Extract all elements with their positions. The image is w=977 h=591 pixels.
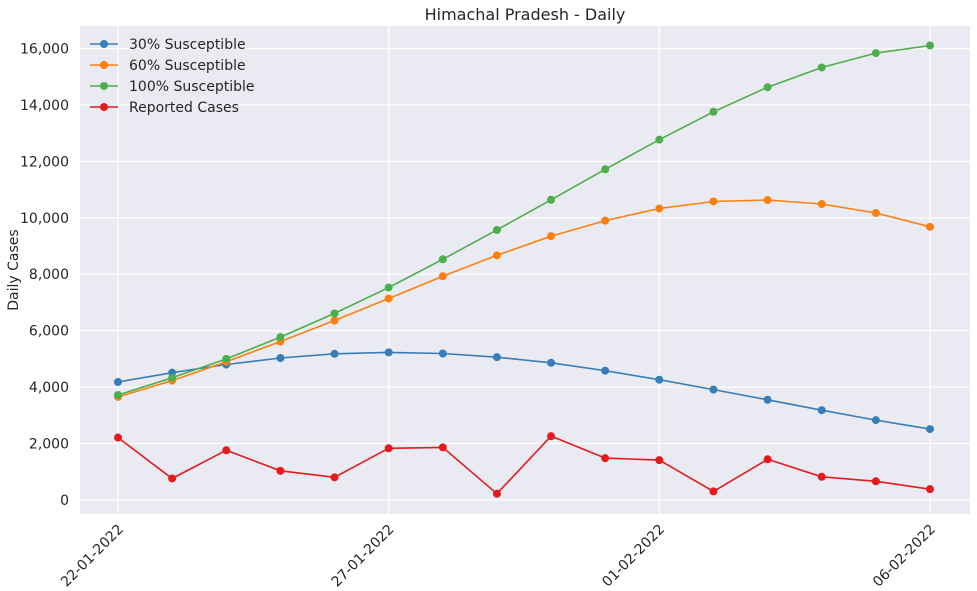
data-point <box>547 358 556 367</box>
data-point <box>926 41 934 50</box>
y-tick-label: 14,000 <box>20 98 69 114</box>
data-point <box>547 432 556 441</box>
legend-marker <box>100 82 108 90</box>
legend-label: Reported Cases <box>129 100 239 116</box>
data-point <box>276 354 285 363</box>
series-0 <box>114 348 934 434</box>
data-point <box>276 466 285 475</box>
series-line <box>117 435 931 495</box>
data-point <box>871 209 880 218</box>
data-point <box>926 485 934 494</box>
x-tick-label: 27-01-2022 <box>329 522 398 591</box>
y-axis-label: Daily Cases <box>6 229 22 310</box>
data-point <box>817 63 826 72</box>
data-point <box>438 443 447 452</box>
x-axis-ticks: 22-01-2022 27-01-2022 01-02-2022 06-02-2022 <box>58 522 939 591</box>
x-tick-label: 22-01-2022 <box>58 522 127 591</box>
data-point <box>330 349 339 358</box>
y-tick-label: 6,000 <box>29 324 69 340</box>
data-point <box>492 251 501 260</box>
data-point <box>438 255 447 264</box>
y-tick-label: 8,000 <box>29 267 69 283</box>
data-point <box>817 472 826 481</box>
data-point <box>276 333 285 342</box>
legend-label: 60% Susceptible <box>129 58 246 74</box>
data-point <box>168 474 177 483</box>
data-point <box>384 294 393 303</box>
legend-marker <box>100 61 108 69</box>
data-point <box>330 316 339 325</box>
data-point <box>114 433 122 442</box>
data-point <box>492 353 501 362</box>
data-point <box>926 222 934 231</box>
data-point <box>655 135 664 144</box>
series-line <box>117 351 931 430</box>
y-tick-label: 4,000 <box>29 380 69 396</box>
data-point <box>114 390 122 399</box>
legend-label: 30% Susceptible <box>129 37 246 53</box>
y-tick-label: 10,000 <box>20 211 69 227</box>
data-point <box>709 197 718 206</box>
data-point <box>330 309 339 318</box>
y-tick-label: 2,000 <box>29 436 69 452</box>
data-point <box>492 489 501 498</box>
data-point <box>384 283 393 292</box>
data-point <box>438 349 447 358</box>
data-point <box>709 385 718 394</box>
y-tick-label: 0 <box>60 493 69 509</box>
data-point <box>222 446 231 455</box>
data-point <box>601 165 610 174</box>
series-line <box>117 44 931 396</box>
y-axis-ticks: 0 2,000 4,000 6,000 8,000 10,000 12,000 14,000 1… <box>20 42 69 509</box>
data-point <box>547 232 556 241</box>
data-point <box>547 195 556 204</box>
data-point <box>330 473 339 482</box>
data-point <box>438 272 447 281</box>
data-point <box>763 395 772 404</box>
data-point <box>168 373 177 382</box>
data-point <box>655 204 664 213</box>
data-point <box>709 487 718 496</box>
series-line <box>117 199 931 398</box>
data-point <box>384 444 393 453</box>
series-2 <box>114 41 934 399</box>
plot-background <box>80 26 970 514</box>
x-tick-label: 06-02-2022 <box>870 522 939 591</box>
data-point <box>871 477 880 486</box>
data-point <box>222 354 231 363</box>
series-3 <box>114 432 934 498</box>
chart-title: Himachal Pradesh - Daily <box>425 5 626 24</box>
data-point <box>601 454 610 463</box>
data-point <box>492 225 501 234</box>
data-point <box>763 455 772 464</box>
data-point <box>709 107 718 116</box>
grid-lines <box>80 26 970 514</box>
data-point <box>871 49 880 58</box>
y-tick-label: 12,000 <box>20 154 69 170</box>
legend-marker <box>100 103 108 111</box>
legend-marker <box>100 40 108 48</box>
series-group <box>114 41 934 498</box>
legend: 30% Susceptible 60% Susceptible 100% Susce… <box>90 37 255 116</box>
data-point <box>871 416 880 425</box>
legend-label: 100% Susceptible <box>129 79 255 95</box>
data-point <box>601 366 610 375</box>
data-point <box>384 348 393 357</box>
data-point <box>655 375 664 384</box>
data-point <box>601 216 610 225</box>
data-point <box>763 83 772 92</box>
data-point <box>817 406 826 415</box>
y-tick-label: 16,000 <box>20 42 69 58</box>
data-point <box>655 456 664 465</box>
data-point <box>763 196 772 205</box>
data-point <box>817 199 826 208</box>
x-tick-label: 01-02-2022 <box>599 522 668 591</box>
data-point <box>114 377 122 386</box>
data-point <box>926 425 934 434</box>
